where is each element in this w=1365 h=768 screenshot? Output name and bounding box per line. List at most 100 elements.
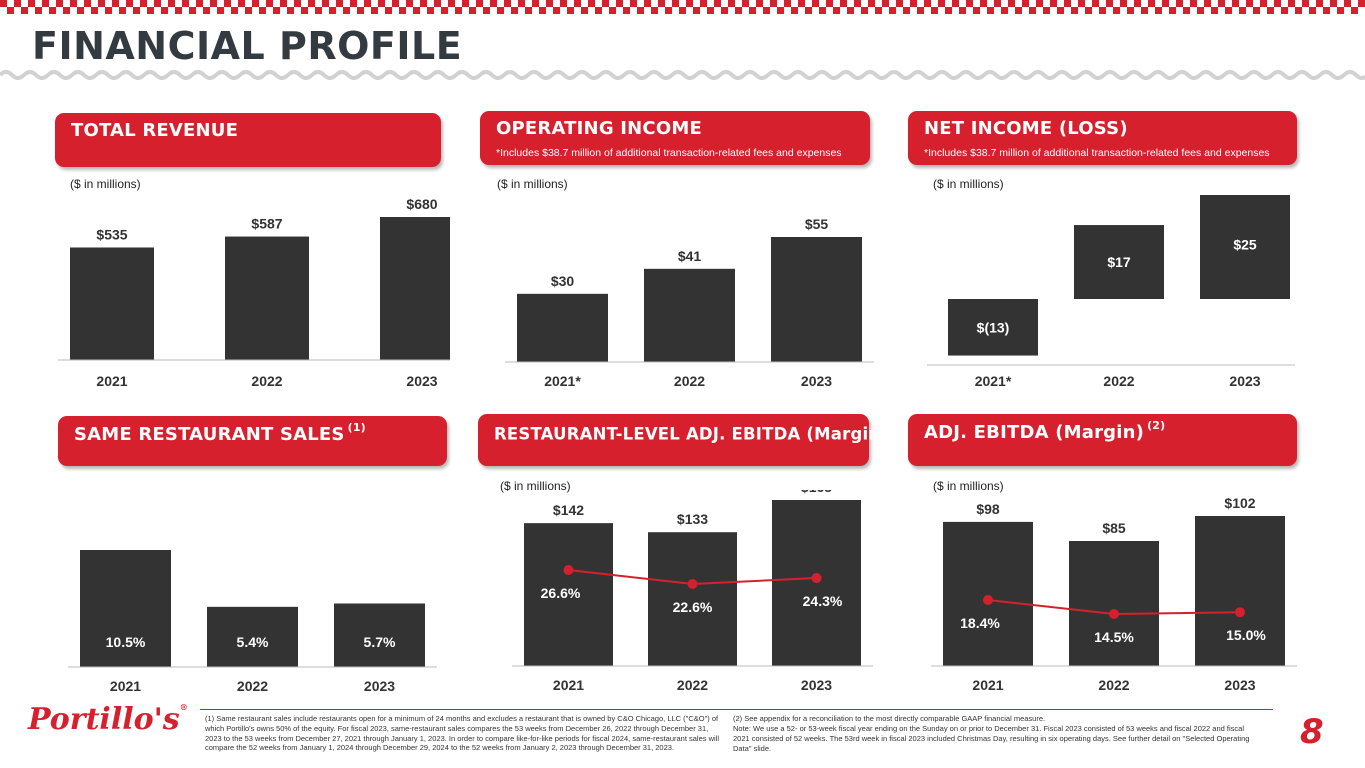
data-label-2023: $55: [805, 216, 829, 232]
bar-2021: [524, 523, 613, 666]
tick-label-2022: 2022: [677, 677, 708, 693]
restaurant-ebitda-footnote-ref: (2): [891, 421, 910, 434]
operating-income-header: OPERATING INCOME *Includes $38.7 million…: [480, 111, 870, 165]
bar-2022: [225, 236, 309, 360]
tick-label-2021*: 2021*: [975, 373, 1012, 389]
bar-2022: [1074, 225, 1164, 299]
operating-income-subtitle: *Includes $38.7 million of additional tr…: [496, 147, 842, 159]
bar-2021*: [517, 293, 608, 362]
data-label-2022: $85: [1102, 520, 1126, 536]
tick-label-2023: 2023: [801, 373, 832, 389]
top-decorative-band: [0, 0, 1365, 14]
tick-label-2022: 2022: [1098, 677, 1129, 693]
tick-label-2023: 2023: [1229, 373, 1260, 389]
total-revenue-header: TOTAL REVENUE: [55, 113, 441, 167]
page-title: FINANCIAL PROFILE: [32, 24, 463, 68]
operating-income-title: OPERATING INCOME: [496, 118, 702, 139]
title-underline: [0, 70, 1365, 80]
tick-label-2023: 2023: [1224, 677, 1255, 693]
tick-label-2021: 2021: [553, 677, 584, 693]
same-restaurant-sales-title-wrap: SAME RESTAURANT SALES (1): [74, 421, 366, 445]
bar-2021: [70, 247, 154, 360]
bar-2023: [380, 217, 450, 360]
bar-2022: [207, 606, 298, 667]
bar-2022: [648, 532, 737, 666]
adj-ebitda-footnote-ref: (2): [1147, 419, 1166, 432]
portillos-logo: Portillo's®: [28, 702, 188, 737]
restaurant-ebitda-chart: $142 $133 $165 26.6% 22.6% 24.3% 2021 2022 2023: [512, 490, 873, 693]
tick-label-2023: 2023: [364, 678, 395, 694]
data-label-2021*: $30: [551, 273, 575, 289]
bar-2022: [644, 268, 735, 362]
restaurant-ebitda-unit: ($ in millions): [500, 479, 571, 493]
data-label-2021: $142: [553, 502, 584, 518]
margin-point-2023: [1235, 607, 1245, 618]
bar-2021: [80, 550, 171, 667]
bar-2022: [1069, 541, 1159, 666]
tick-label-2023: 2023: [801, 677, 832, 693]
restaurant-ebitda-title-wrap: RESTAURANT-LEVEL ADJ. EBITDA (Margin) (2): [494, 421, 910, 444]
data-label-2021*: $(13): [977, 319, 1010, 335]
restaurant-ebitda-title: RESTAURANT-LEVEL ADJ. EBITDA (Margin): [494, 424, 888, 444]
tick-label-2021: 2021: [96, 373, 127, 389]
data-label-2022: 5.4%: [237, 634, 269, 650]
margin-point-2023: [811, 573, 822, 584]
adj-ebitda-title: ADJ. EBITDA (Margin): [924, 422, 1145, 443]
same-restaurant-sales-chart: 10.5% 5.4% 5.7% 2021 2022 2023: [68, 550, 437, 694]
footnote-1: (1) Same restaurant sales include restau…: [205, 714, 720, 753]
bar-2021*: [948, 299, 1038, 356]
same-restaurant-sales-header: SAME RESTAURANT SALES (1): [58, 416, 447, 466]
total-revenue-unit: ($ in millions): [70, 177, 141, 191]
same-restaurant-sales-footnote-ref: (1): [347, 421, 366, 434]
data-label-2023: $680: [406, 196, 437, 212]
operating-income-unit: ($ in millions): [497, 177, 568, 191]
data-label-2023: $165: [801, 490, 832, 495]
data-label-2021: 10.5%: [106, 634, 146, 650]
data-label-2022: $133: [677, 511, 708, 527]
footnote-2: (2) See appendix for a reconciliation to…: [733, 714, 1046, 723]
adj-ebitda-title-wrap: ADJ. EBITDA (Margin) (2): [924, 419, 1166, 443]
logo-registered-mark: ®: [179, 702, 188, 712]
data-label-2022: $17: [1107, 254, 1131, 270]
data-label-2023: $25: [1233, 237, 1257, 253]
same-restaurant-sales-title: SAME RESTAURANT SALES: [74, 424, 345, 445]
margin-label-2023: 15.0%: [1226, 627, 1266, 643]
margin-label-2022: 22.6%: [673, 599, 713, 615]
footnote-note: Note: We use a 52- or 53-week fiscal yea…: [733, 724, 1250, 753]
data-label-2023: $102: [1224, 495, 1255, 511]
margin-point-2021: [563, 565, 574, 575]
total-revenue-chart: $535 $587 $680 2021 2022 2023: [58, 196, 450, 389]
tick-label-2022: 2022: [1103, 373, 1134, 389]
adj-ebitda-chart: $98 $85 $102 18.4% 14.5% 15.0% 2021 2022 2023: [931, 495, 1297, 693]
bar-2023: [1200, 195, 1290, 299]
data-label-2023: 5.7%: [364, 634, 396, 650]
margin-label-2021: 26.6%: [541, 585, 581, 601]
tick-label-2022: 2022: [237, 678, 268, 694]
margin-label-2023: 24.3%: [803, 593, 843, 609]
net-income-subtitle: *Includes $38.7 million of additional tr…: [924, 147, 1270, 159]
tick-label-2023: 2023: [406, 373, 437, 389]
net-income-title: NET INCOME (LOSS): [924, 118, 1128, 139]
margin-point-2021: [983, 595, 993, 605]
bar-2023: [771, 237, 862, 362]
margin-point-2022: [687, 579, 698, 589]
total-revenue-title: TOTAL REVENUE: [71, 120, 239, 141]
adj-ebitda-header: ADJ. EBITDA (Margin) (2): [908, 414, 1297, 466]
logo-text: Portillo's: [28, 702, 180, 737]
page-number: 8: [1300, 712, 1324, 752]
data-label-2021: $535: [96, 226, 127, 242]
tick-label-2022: 2022: [251, 373, 282, 389]
tick-label-2021: 2021: [972, 677, 1003, 693]
bar-2023: [1195, 516, 1285, 666]
net-income-header: NET INCOME (LOSS) *Includes $38.7 millio…: [908, 111, 1297, 165]
adj-ebitda-unit: ($ in millions): [933, 479, 1004, 493]
operating-income-chart: $30 $41 $55 2021* 2022 2023: [505, 216, 874, 389]
data-label-2022: $41: [678, 248, 702, 264]
margin-point-2022: [1109, 609, 1119, 619]
net-income-unit: ($ in millions): [933, 177, 1004, 191]
data-label-2021: $98: [976, 501, 1000, 517]
margin-label-2022: 14.5%: [1094, 629, 1134, 645]
net-income-chart: $(13) $17 $25 2021* 2022 2023: [927, 195, 1295, 389]
tick-label-2021: 2021: [110, 678, 141, 694]
bar-2021: [943, 521, 1033, 666]
